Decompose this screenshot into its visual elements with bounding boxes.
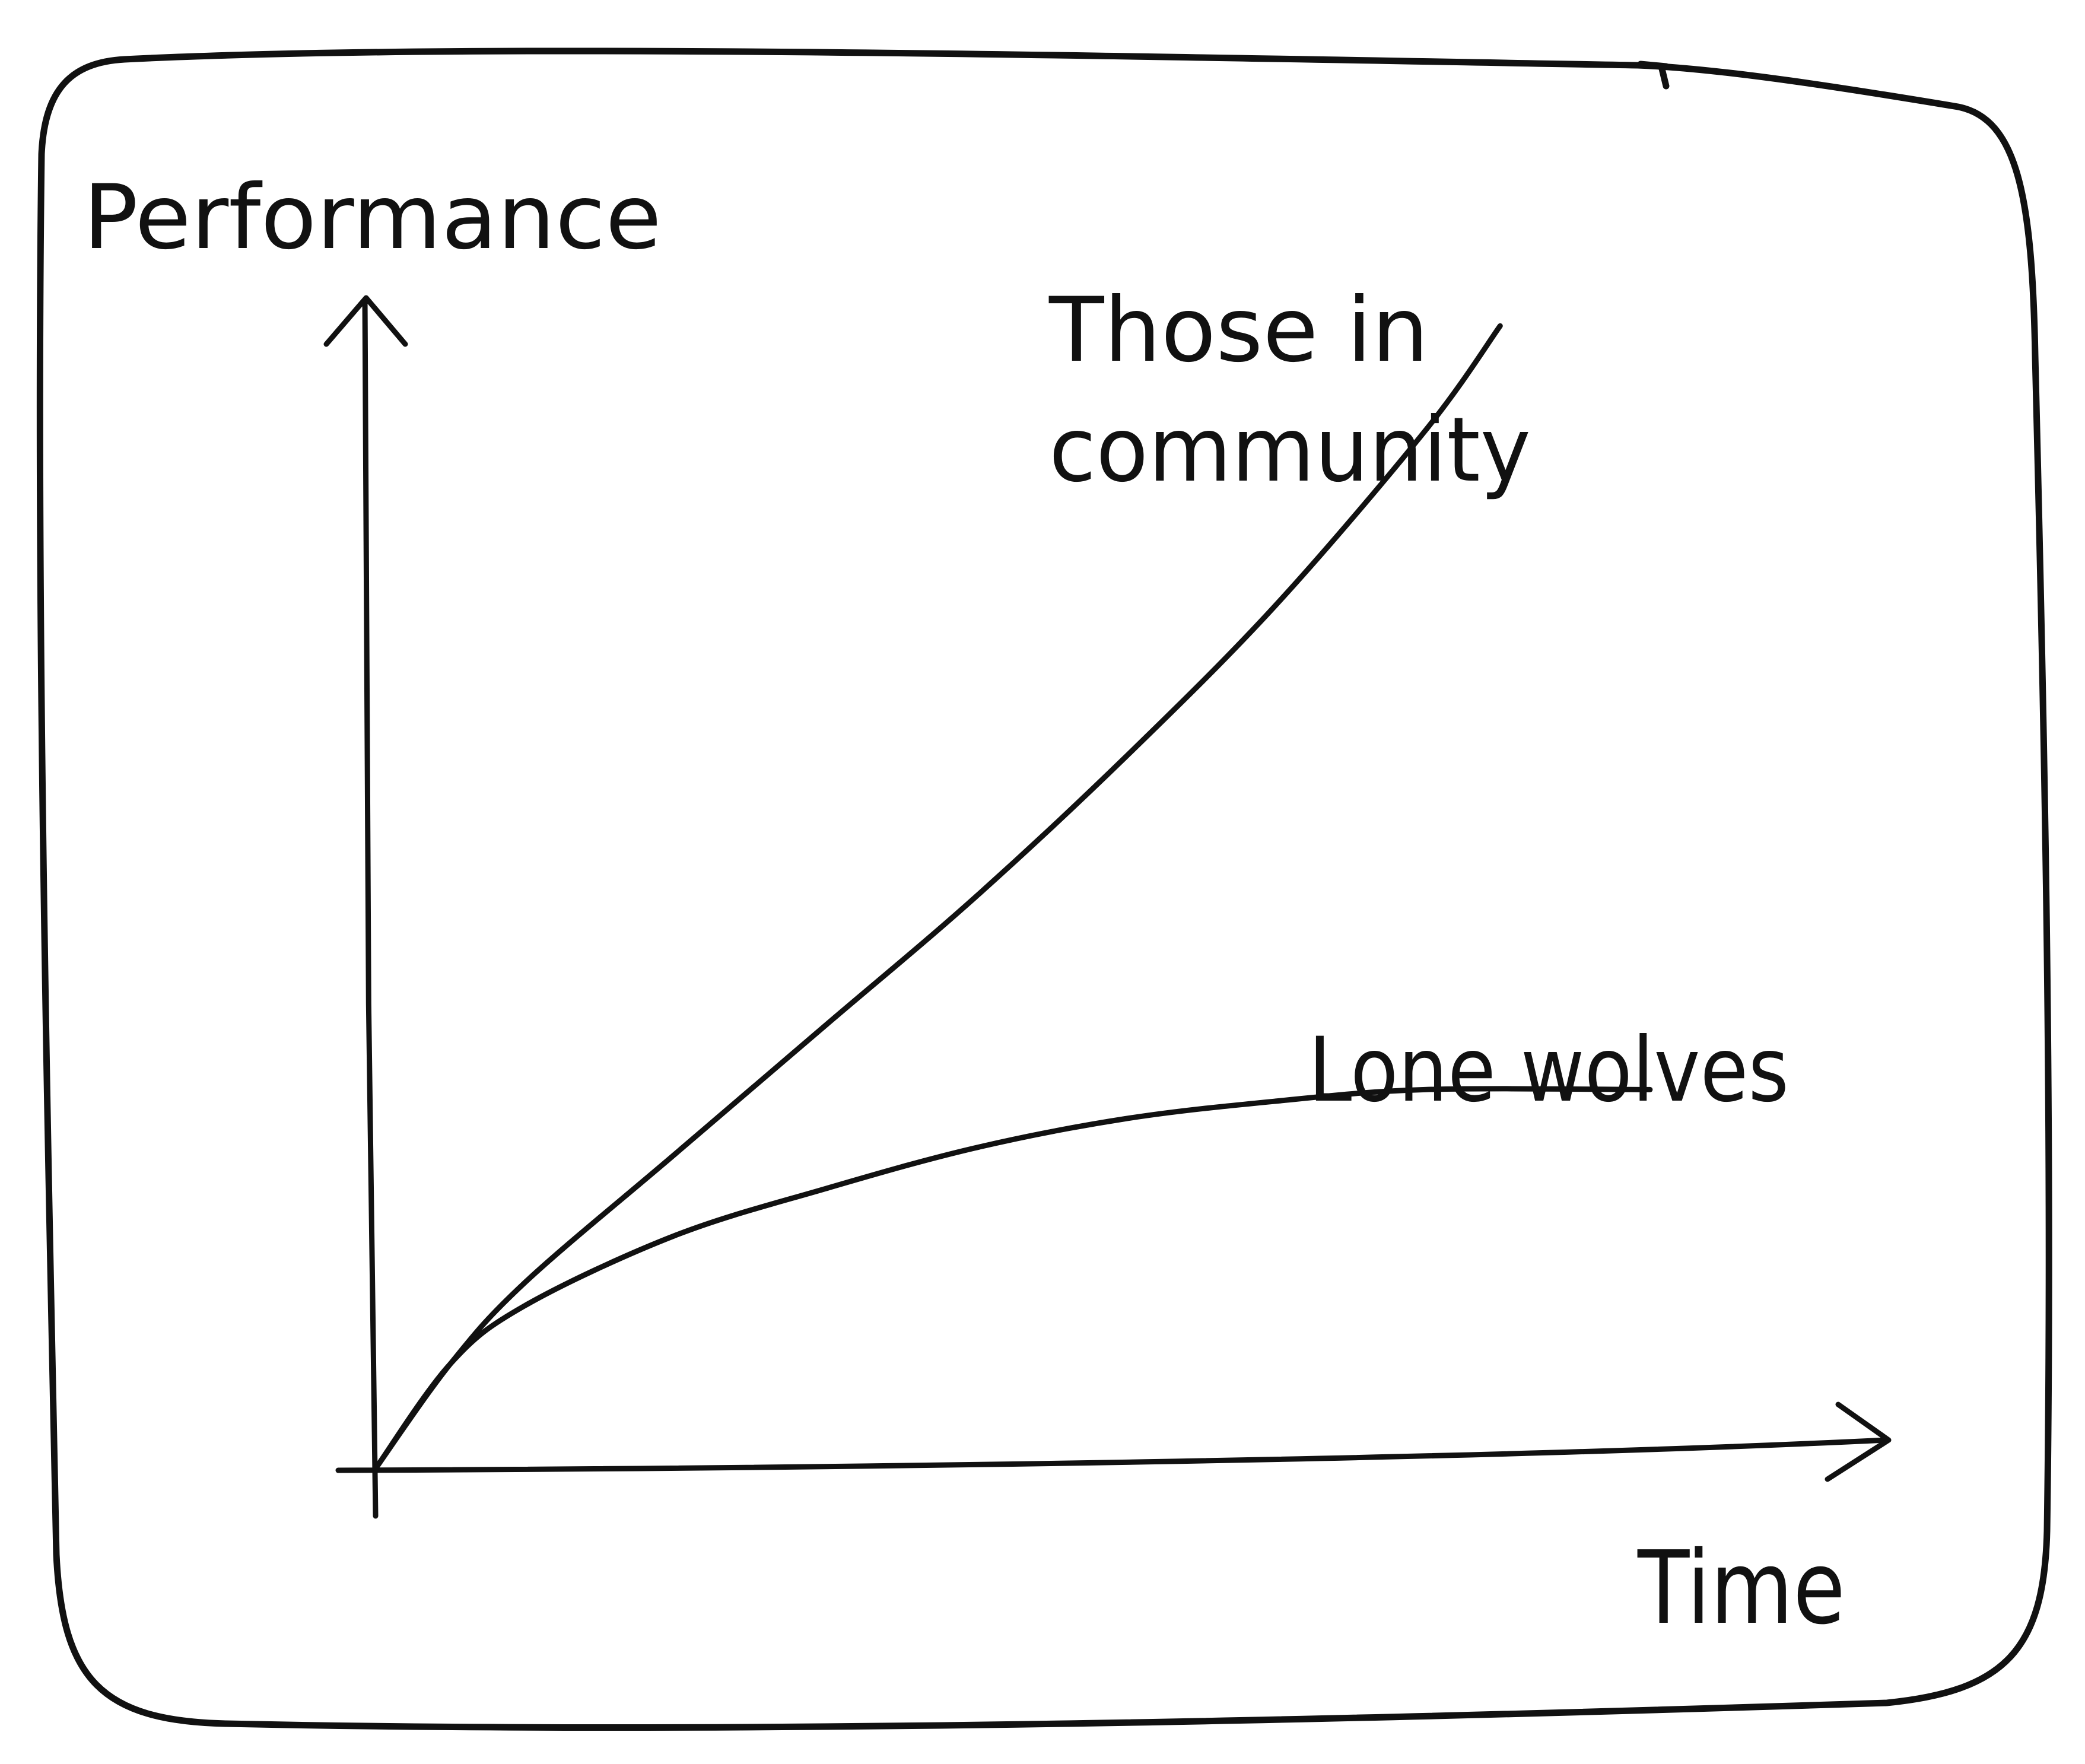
series-label-line-1: Those in bbox=[1048, 279, 1429, 382]
x-axis-arrowhead bbox=[1825, 1401, 1892, 1482]
y-axis-label: Performance bbox=[83, 166, 662, 269]
y-axis-arrowhead bbox=[323, 295, 408, 347]
frame-tick-mark bbox=[1637, 61, 1670, 90]
x-axis-label: Time bbox=[1637, 1530, 1845, 1647]
series-line-those-in-community bbox=[373, 323, 1503, 1471]
series-label-those-in-community: Those in community bbox=[1048, 279, 1531, 502]
y-axis-line bbox=[362, 297, 379, 1519]
series-line-lone-wolves bbox=[373, 1086, 1653, 1471]
series-label-line-2: community bbox=[1049, 399, 1531, 502]
sketch-frame bbox=[36, 47, 2052, 1731]
x-axis-line bbox=[335, 1437, 1889, 1473]
series-label-lone-wolves: Lone wolves bbox=[1308, 1019, 1789, 1122]
